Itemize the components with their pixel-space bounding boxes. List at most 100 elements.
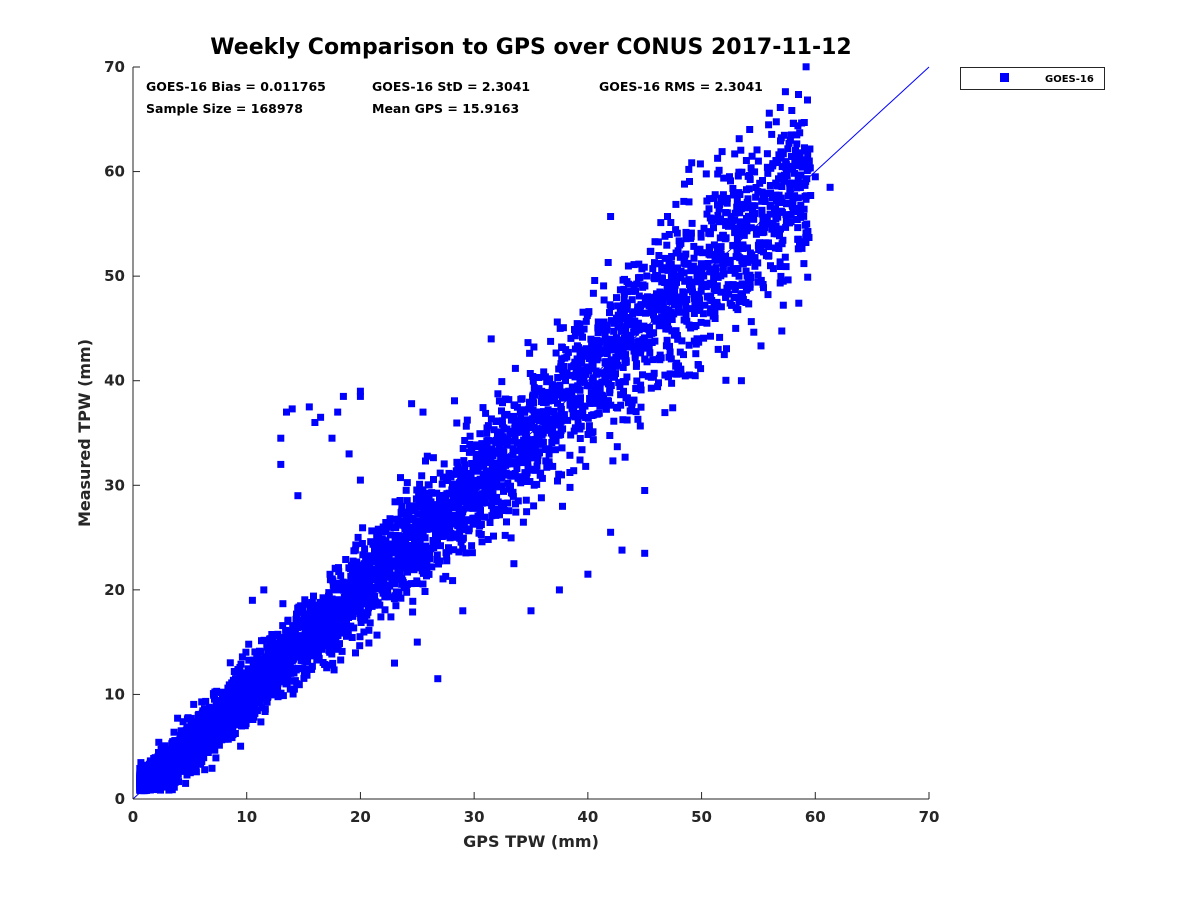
data-point [421, 555, 429, 563]
data-point [256, 647, 263, 655]
data-point [452, 533, 460, 541]
data-point [554, 374, 562, 381]
data-point [632, 362, 640, 370]
data-point [530, 436, 537, 444]
data-point [169, 761, 177, 769]
data-point [457, 511, 465, 519]
data-point [286, 644, 294, 652]
data-point [490, 437, 498, 445]
data-point [794, 224, 802, 232]
data-point [427, 545, 435, 553]
data-point [731, 209, 739, 217]
data-point [272, 670, 280, 678]
data-point [576, 435, 584, 442]
data-point [663, 241, 671, 249]
data-point [696, 302, 704, 310]
data-point [242, 648, 250, 656]
data-point [338, 579, 346, 587]
data-point [261, 672, 269, 680]
data-point [407, 542, 415, 549]
data-point [606, 389, 614, 397]
data-point [725, 222, 732, 230]
data-point [529, 466, 537, 474]
data-point [385, 593, 393, 601]
data-point [682, 260, 690, 268]
data-point [329, 639, 337, 647]
data-point [309, 621, 317, 629]
data-point [795, 91, 802, 98]
data-point [534, 457, 542, 465]
data-point [645, 343, 653, 351]
data-point [535, 409, 543, 417]
data-point [667, 273, 675, 281]
data-point [635, 326, 643, 334]
data-point [328, 602, 336, 610]
data-point [366, 564, 374, 572]
data-point [488, 502, 496, 510]
data-point [672, 327, 680, 335]
data-point [703, 319, 711, 327]
data-point [575, 395, 583, 403]
data-point [637, 301, 645, 309]
data-point [555, 365, 563, 373]
data-point [276, 635, 284, 643]
data-point [359, 524, 367, 532]
data-point [736, 219, 744, 227]
data-point [433, 551, 441, 559]
data-point [368, 585, 376, 593]
data-point [511, 402, 519, 409]
data-point [623, 373, 631, 381]
data-point [208, 764, 216, 772]
data-point [319, 594, 327, 602]
data-point [158, 744, 166, 752]
data-point [507, 416, 515, 424]
data-point [712, 287, 720, 294]
data-point [356, 633, 364, 641]
data-point [158, 754, 166, 762]
data-point [366, 619, 374, 627]
data-point [633, 280, 641, 288]
data-point [687, 267, 695, 275]
data-point [445, 469, 453, 477]
data-point [631, 328, 639, 336]
data-point [801, 181, 809, 189]
data-point [798, 238, 806, 246]
data-point [365, 639, 373, 647]
data-point [297, 656, 305, 664]
data-point [787, 131, 795, 139]
data-point [647, 303, 655, 311]
data-point [795, 159, 803, 167]
data-point [413, 540, 421, 548]
data-point [455, 505, 463, 513]
data-point [267, 690, 275, 698]
data-point [228, 734, 236, 742]
data-point [655, 260, 663, 268]
data-point [219, 703, 226, 711]
data-point [288, 635, 296, 643]
data-point [574, 413, 582, 421]
data-point [475, 460, 483, 468]
data-point [392, 540, 400, 548]
data-point [536, 449, 543, 457]
data-point [731, 286, 739, 294]
data-point [284, 632, 292, 640]
data-point [489, 506, 497, 514]
data-point [486, 451, 494, 459]
data-point [289, 690, 297, 698]
data-point [455, 500, 463, 508]
data-point [349, 560, 357, 568]
data-point [325, 610, 333, 618]
data-point [535, 417, 543, 425]
data-point [434, 511, 441, 519]
data-point [805, 234, 813, 241]
data-point [361, 616, 369, 624]
data-point [471, 499, 479, 507]
data-point [587, 396, 595, 404]
data-point [397, 539, 405, 547]
data-point [670, 310, 678, 318]
data-point [749, 256, 757, 264]
data-point [197, 745, 205, 753]
data-point [490, 532, 497, 540]
data-point [466, 432, 474, 440]
data-point [419, 516, 427, 523]
